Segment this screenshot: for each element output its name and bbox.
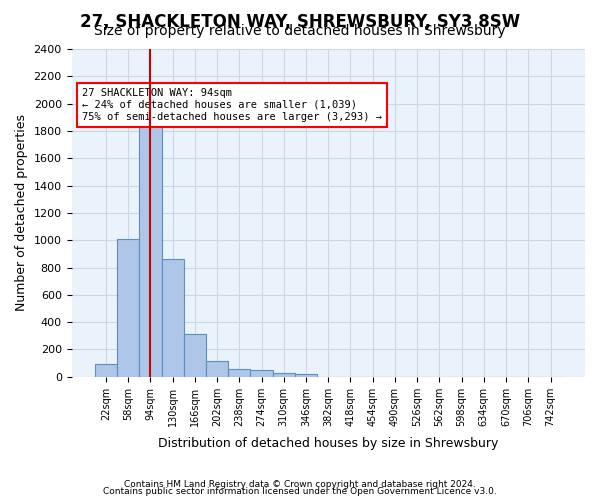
Bar [206, 361, 228, 377]
Text: Contains public sector information licensed under the Open Government Licence v3: Contains public sector information licen… [103, 487, 497, 496]
Bar [272, 372, 295, 377]
Bar [117, 239, 139, 377]
Bar [184, 334, 206, 377]
Bar [95, 364, 117, 377]
X-axis label: Distribution of detached houses by size in Shrewsbury: Distribution of detached houses by size … [158, 437, 499, 450]
Bar [250, 370, 272, 377]
Bar [139, 118, 161, 377]
Bar [295, 374, 317, 377]
Text: 27, SHACKLETON WAY, SHREWSBURY, SY3 8SW: 27, SHACKLETON WAY, SHREWSBURY, SY3 8SW [80, 12, 520, 30]
Bar [228, 370, 250, 377]
Y-axis label: Number of detached properties: Number of detached properties [15, 114, 28, 312]
Text: 27 SHACKLETON WAY: 94sqm
← 24% of detached houses are smaller (1,039)
75% of sem: 27 SHACKLETON WAY: 94sqm ← 24% of detach… [82, 88, 382, 122]
Text: Contains HM Land Registry data © Crown copyright and database right 2024.: Contains HM Land Registry data © Crown c… [124, 480, 476, 489]
Text: Size of property relative to detached houses in Shrewsbury: Size of property relative to detached ho… [94, 24, 506, 38]
Bar [161, 260, 184, 377]
